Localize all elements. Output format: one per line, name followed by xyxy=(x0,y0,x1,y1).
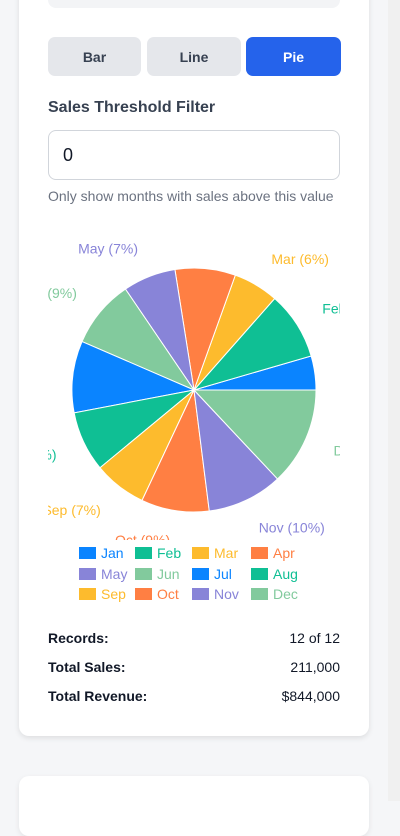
legend-swatch xyxy=(135,588,152,600)
threshold-input[interactable] xyxy=(48,130,340,180)
bar-chart-button[interactable]: Bar xyxy=(48,37,141,76)
pie-slice-dec[interactable] xyxy=(192,389,317,480)
pie-slice-label: (9%) xyxy=(47,285,77,301)
legend-item-aug[interactable]: Aug xyxy=(273,566,298,582)
legend-swatch xyxy=(79,588,96,600)
pie-slice-label: Sep (7%) xyxy=(42,502,100,518)
pie-slice-label: 8%) xyxy=(32,447,57,463)
top-panel-edge xyxy=(48,0,340,8)
legend-swatch xyxy=(251,547,268,559)
legend-item-dec[interactable]: Dec xyxy=(273,586,298,602)
stat-total-revenue: Total Revenue: $844,000 xyxy=(48,688,340,717)
pie-slice-label: Nov (10%) xyxy=(259,520,325,536)
legend-swatch xyxy=(251,568,268,580)
legend-item-sep[interactable]: Sep xyxy=(101,586,126,602)
legend-item-jun[interactable]: Jun xyxy=(157,566,180,582)
legend-item-may[interactable]: May xyxy=(101,566,127,582)
legend-swatch xyxy=(135,547,152,559)
page-scrollbar[interactable] xyxy=(388,0,400,801)
line-chart-button[interactable]: Line xyxy=(147,37,241,76)
pie-slice-label: Feb ( xyxy=(322,301,355,317)
legend-item-feb[interactable]: Feb xyxy=(157,545,181,561)
legend-swatch xyxy=(192,568,209,580)
stat-total-sales: Total Sales: 211,000 xyxy=(48,659,340,688)
pie-chart-button[interactable]: Pie xyxy=(246,37,341,76)
summary-stats: Records: 12 of 12 Total Sales: 211,000 T… xyxy=(48,630,340,717)
legend-item-nov[interactable]: Nov xyxy=(214,586,239,602)
chart-type-toggle: Bar Line Pie xyxy=(48,37,341,76)
legend-swatch xyxy=(251,588,268,600)
legend-swatch xyxy=(192,588,209,600)
stat-value: $844,000 xyxy=(281,688,340,704)
pie-slice-label: D xyxy=(334,442,344,458)
legend-item-oct[interactable]: Oct xyxy=(157,586,179,602)
stat-label: Records: xyxy=(48,630,109,646)
legend-swatch xyxy=(135,568,152,580)
legend-swatch xyxy=(192,547,209,559)
pie-chart: Feb ( Mar (6%) May (7%) (9%) 8%) Sep (7%) Oct … xyxy=(32,241,355,602)
pie-slice-nov[interactable] xyxy=(193,388,279,512)
stat-label: Total Revenue: xyxy=(48,688,148,704)
legend-swatch xyxy=(79,547,96,559)
threshold-help-text: Only show months with sales above this v… xyxy=(48,188,334,204)
legend-item-jan[interactable]: Jan xyxy=(101,545,124,561)
stat-value: 211,000 xyxy=(290,659,340,675)
legend-swatch xyxy=(79,568,96,580)
next-card xyxy=(19,776,369,836)
pie-slice-label: Oct (9%) xyxy=(115,532,170,548)
stat-label: Total Sales: xyxy=(48,659,126,675)
stat-records: Records: 12 of 12 xyxy=(48,630,340,659)
pie-slice-label: Mar (6%) xyxy=(271,251,329,267)
stat-value: 12 of 12 xyxy=(289,630,340,646)
legend-item-apr[interactable]: Apr xyxy=(273,545,295,561)
threshold-filter-label: Sales Threshold Filter xyxy=(48,99,216,116)
legend-item-mar[interactable]: Mar xyxy=(214,545,238,561)
legend-item-jul[interactable]: Jul xyxy=(214,566,232,582)
pie-slice-label: May (7%) xyxy=(78,241,138,257)
